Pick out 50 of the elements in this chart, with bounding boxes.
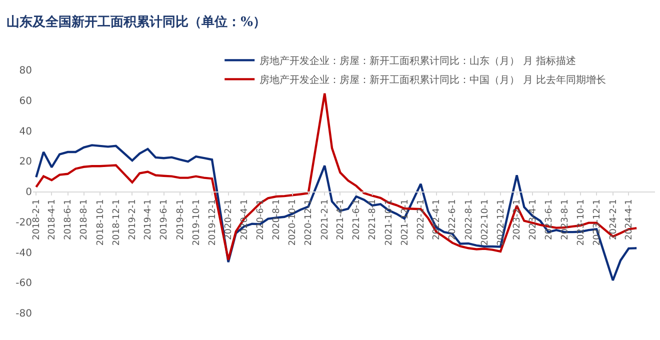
x-tick-label: 2020-2-1 [224, 199, 234, 240]
x-tick-label: 2019-8-1 [176, 199, 186, 240]
x-tick-label: 2018-12-1 [112, 199, 122, 246]
x-tick-label: 2020-4-1 [240, 199, 250, 240]
x-tick-label: 2021-4-1 [336, 199, 346, 240]
x-tick-label: 2018-6-1 [64, 199, 74, 240]
y-tick-label: 80 [19, 66, 32, 76]
x-tick-label: 2020-10-1 [288, 199, 298, 246]
x-tick-label: 2019-12-1 [208, 199, 218, 246]
y-tick-label: 40 [19, 126, 32, 138]
y-tick-label: 20 [19, 156, 32, 168]
x-tick-label: 2021-8-1 [368, 199, 378, 240]
x-tick-label: 2019-2-1 [128, 199, 138, 240]
x-tick-label: 2020-12-1 [304, 199, 314, 246]
x-tick-label: 2018-2-1 [32, 199, 42, 240]
legend-label: 房地产开发企业：房屋：新开工面积累计同比：山东（月） 月 指标描述 [260, 55, 576, 68]
x-tick-label: 2023-8-1 [560, 199, 570, 240]
x-tick-label: 2021-10-1 [384, 199, 394, 246]
x-tick-label: 2022-2-1 [416, 199, 427, 240]
x-tick-label: 2022-10-1 [480, 199, 490, 246]
x-tick-label: 2024-2-1 [608, 199, 619, 240]
x-tick-label: 2022-12-1 [496, 199, 506, 246]
y-tick-label: -20 [16, 217, 32, 228]
x-tick-label: 2023-6-1 [544, 199, 554, 240]
y-tick-label: -40 [16, 248, 32, 259]
x-tick-label: 2018-10-1 [96, 199, 106, 246]
chart-title: 山东及全国新开工面积累计同比（单位：%） [6, 14, 266, 30]
x-tick-label: 2022-8-1 [464, 199, 474, 240]
x-tick-label: 2022-4-1 [432, 199, 442, 240]
x-tick-label: 2020-6-1 [256, 199, 266, 240]
x-tick-label: 2019-4-1 [144, 199, 154, 240]
x-tick-label: 2023-4-1 [528, 199, 538, 240]
x-tick-label: 2019-10-1 [192, 199, 202, 246]
legend-label: 房地产开发企业：房屋：新开工面积累计同比：中国（月） 月 比去年同期增长 [260, 74, 606, 86]
x-tick-label: 2021-12-1 [400, 199, 410, 246]
y-tick-label: -60 [16, 278, 32, 290]
x-tick-label: 2022-6-1 [448, 199, 458, 240]
x-tick-label: 2023-10-1 [576, 199, 586, 246]
x-tick-label: 2021-2-1 [320, 199, 331, 240]
y-tick-label: 0 [26, 187, 32, 198]
x-tick-label: 2019-6-1 [160, 199, 170, 240]
x-tick-label: 2024-4-1 [624, 199, 635, 240]
y-tick-label: -80 [16, 308, 32, 320]
x-tick-label: 2021-6-1 [352, 199, 362, 240]
x-tick-label: 2023-12-1 [592, 199, 602, 246]
x-tick-label: 2018-8-1 [80, 199, 90, 240]
x-tick-label: 2023-2-1 [512, 199, 523, 240]
y-tick-label: 60 [19, 96, 32, 107]
x-tick-label: 2020-8-1 [272, 199, 282, 240]
x-tick-label: 2018-4-1 [48, 199, 58, 240]
